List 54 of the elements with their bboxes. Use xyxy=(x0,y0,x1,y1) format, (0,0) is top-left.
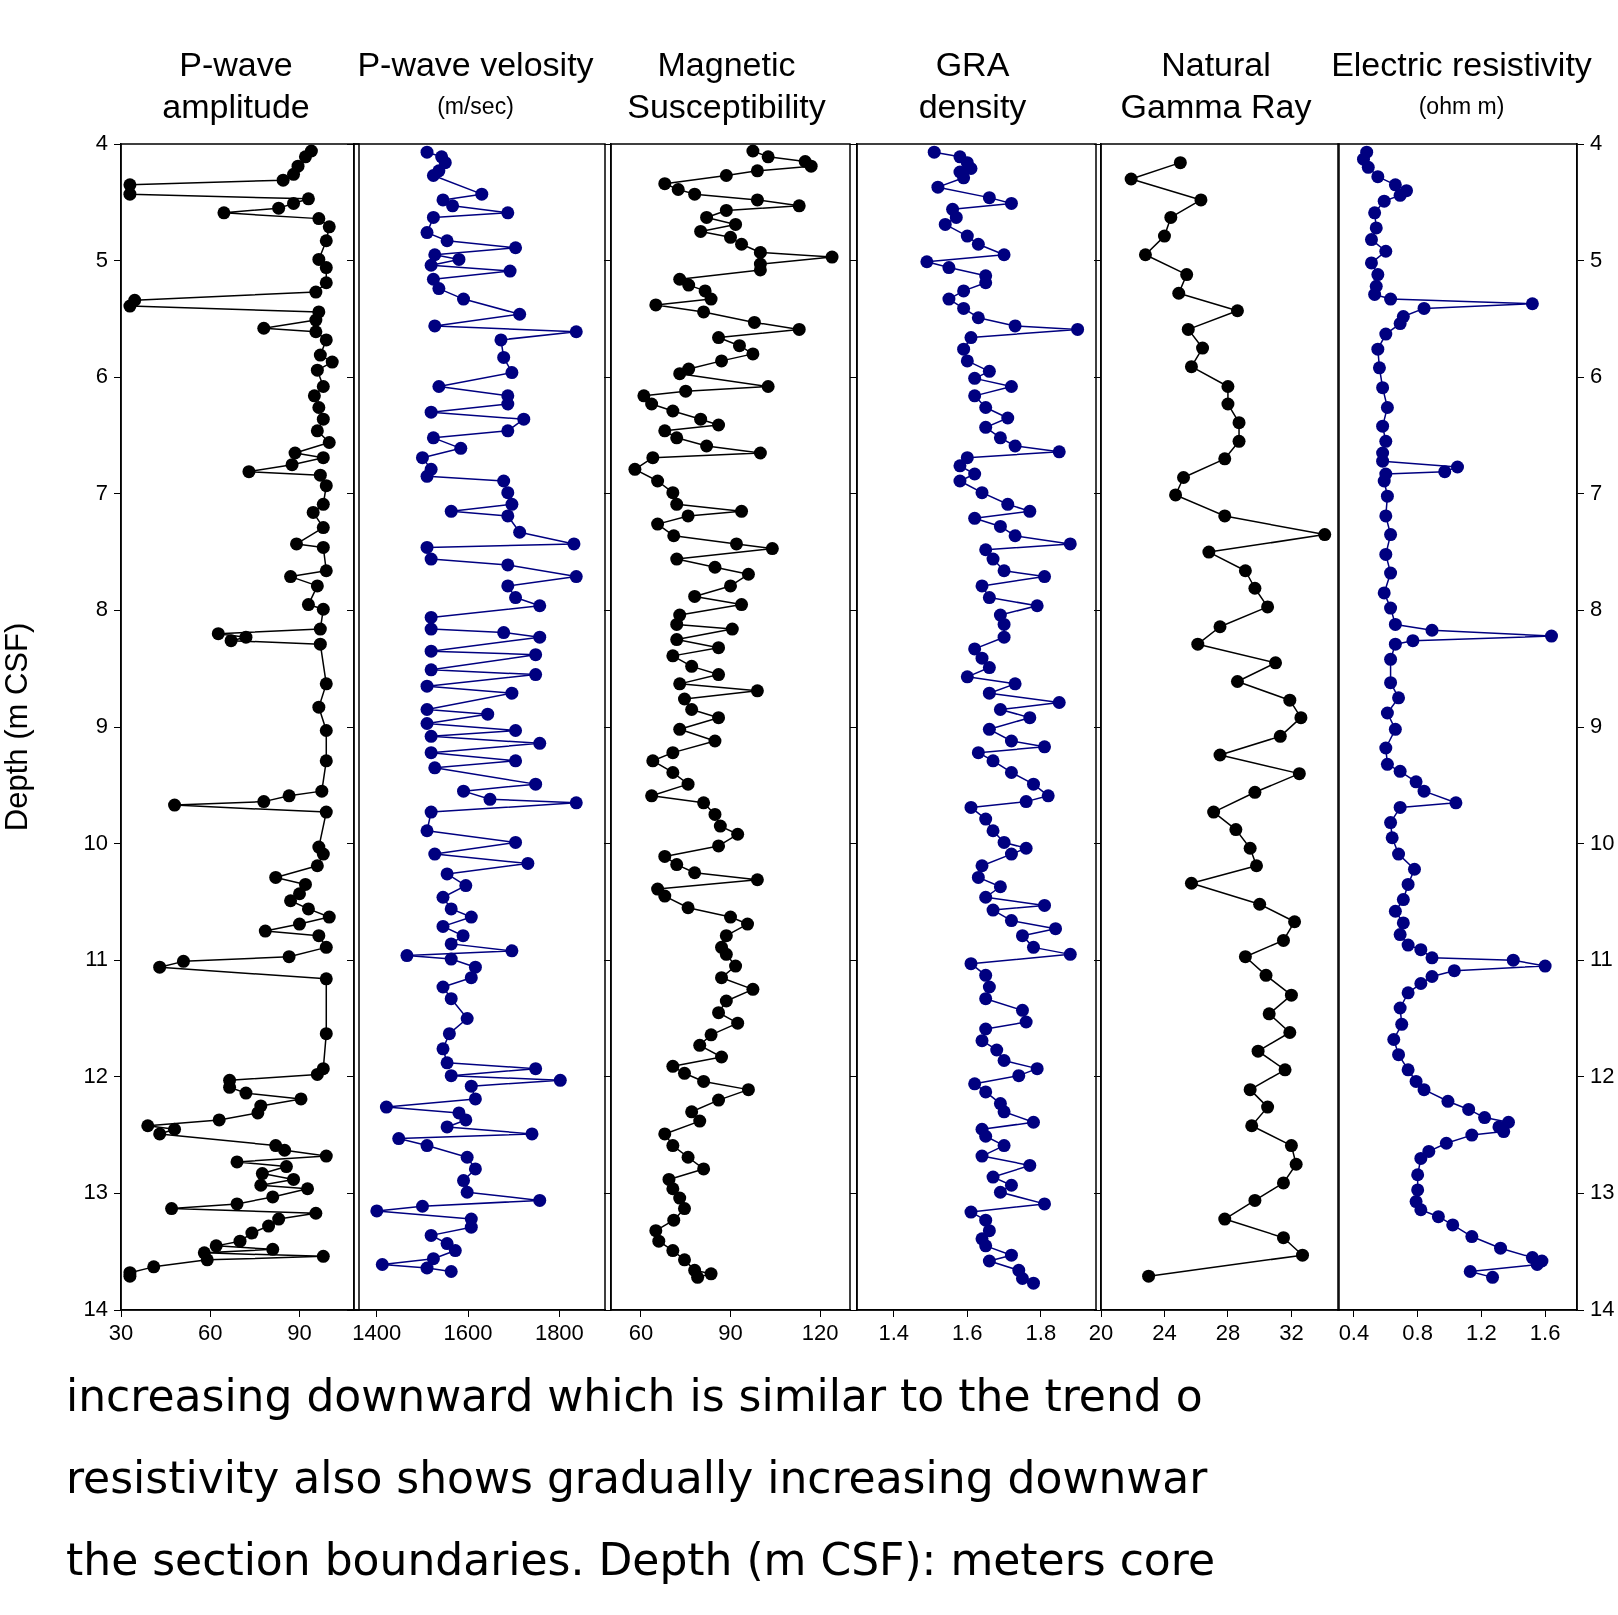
chart-subtitle: (m/sec) xyxy=(437,93,514,119)
x-tick-label: 1.2 xyxy=(1466,1320,1497,1346)
y-tick-label: 6 xyxy=(95,363,108,389)
x-tick-label: 60 xyxy=(198,1320,223,1346)
chart-title: P-wave velosity xyxy=(356,44,595,85)
text: the section boundaries. Depth (m CSF): meters core xyxy=(66,1533,1215,1587)
x-tick-label: 1400 xyxy=(352,1320,402,1346)
y-tick-label: 10 xyxy=(83,829,108,855)
y-tick-label: 7 xyxy=(1590,479,1603,505)
chart-title: GRA density xyxy=(918,45,1027,125)
y-tick-label: 5 xyxy=(95,246,108,272)
x-tick-label: 1800 xyxy=(534,1320,584,1346)
x-tick-label: 120 xyxy=(801,1320,839,1346)
x-tick-label: 24 xyxy=(1152,1320,1177,1346)
y-tick-label: 4 xyxy=(95,130,108,156)
chart-title: Electric resistivity xyxy=(1330,44,1593,85)
x-tick-label: 20 xyxy=(1088,1320,1114,1346)
x-tick-label: 1.6 xyxy=(952,1320,983,1346)
x-tick-label: 1.8 xyxy=(1025,1320,1057,1346)
x-tick-label: 0.8 xyxy=(1402,1320,1433,1346)
y-tick-label: 4 xyxy=(1590,130,1603,156)
x-tick-label: 32 xyxy=(1279,1320,1304,1346)
x-tick-label: 0.4 xyxy=(1338,1320,1370,1346)
y-tick-label: 14 xyxy=(83,1296,108,1322)
chart-title: Magnetic Susceptibility xyxy=(627,45,826,125)
y-tick-label: 5 xyxy=(1590,246,1603,272)
x-tick-label: 1.4 xyxy=(878,1320,910,1346)
y-tick-label: 11 xyxy=(85,946,108,972)
y-tick-label: 8 xyxy=(1590,596,1603,622)
y-tick-label: 9 xyxy=(1590,713,1603,739)
chart-title: P-wave amplitude xyxy=(162,45,310,125)
y-tick-label: 11 xyxy=(1590,946,1613,972)
y-tick-label: 12 xyxy=(83,1062,108,1088)
x-tick-label: 1600 xyxy=(443,1320,493,1346)
y-axis-title: Depth (m CSF) xyxy=(0,622,35,832)
y-tick-label: 7 xyxy=(95,479,108,505)
y-tick-label: 8 xyxy=(95,596,108,622)
x-tick-label: 30 xyxy=(108,1320,134,1346)
y-tick-label: 10 xyxy=(1590,829,1615,855)
y-tick-label: 9 xyxy=(95,713,108,739)
chart-title: Natural Gamma Ray xyxy=(1120,45,1312,125)
y-tick-label: 14 xyxy=(1590,1296,1615,1322)
chart-subtitle: (ohm m) xyxy=(1418,93,1505,119)
x-tick-label: 28 xyxy=(1215,1320,1241,1346)
text: resistivity also shows gradually increasing downwar xyxy=(66,1451,1209,1505)
text: increasing downward which is similar to the trend o xyxy=(66,1369,1204,1423)
y-tick-label: 6 xyxy=(1590,363,1603,389)
y-tick-label: 13 xyxy=(83,1179,108,1205)
x-tick-label: 90 xyxy=(287,1320,312,1346)
y-tick-label: 13 xyxy=(1590,1179,1615,1205)
y-tick-label: 12 xyxy=(1590,1062,1615,1088)
x-tick-label: 1.6 xyxy=(1529,1320,1561,1346)
x-tick-label: 60 xyxy=(628,1320,654,1346)
x-tick-label: 90 xyxy=(718,1320,743,1346)
